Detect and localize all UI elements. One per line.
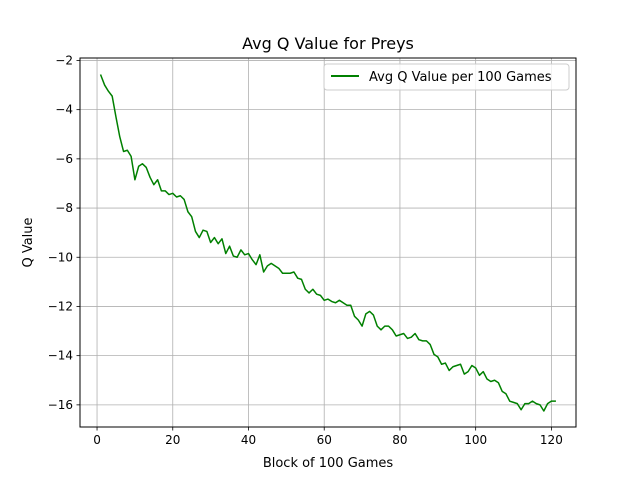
legend-box [323,63,570,91]
legend: Avg Q Value per 100 Games [323,63,570,91]
x-tick-label: 0 [93,433,101,447]
axis-ticks: 0 20 40 60 80 100 120 −16 −14 −12 −10 −8 −6 −4 −2 [48,53,563,447]
plot-area-frame [79,57,577,428]
y-tick-label: −2 [55,53,73,67]
chart-title: Avg Q Value for Preys [242,34,414,53]
series-layer [99,74,556,412]
x-tick-label: 60 [317,433,332,447]
y-tick-label: −8 [55,201,73,215]
y-axis-label: Q Value [21,217,36,267]
y-tick-label: −4 [55,103,73,117]
x-tick-label: 100 [464,433,487,447]
grid-lines [80,58,576,427]
x-axis-label: Block of 100 Games [263,456,394,471]
y-tick-label: −16 [48,398,73,412]
series-line [99,74,556,412]
legend-label: Avg Q Value per 100 Games [369,70,552,85]
x-tick-label: 20 [165,433,180,447]
y-tick-label: −10 [48,250,73,264]
y-tick-label: −14 [48,349,73,363]
x-tick-label: 40 [241,433,256,447]
x-tick-label: 80 [392,433,407,447]
y-tick-label: −12 [48,299,73,313]
x-tick-label: 120 [540,433,563,447]
y-tick-label: −6 [55,152,73,166]
